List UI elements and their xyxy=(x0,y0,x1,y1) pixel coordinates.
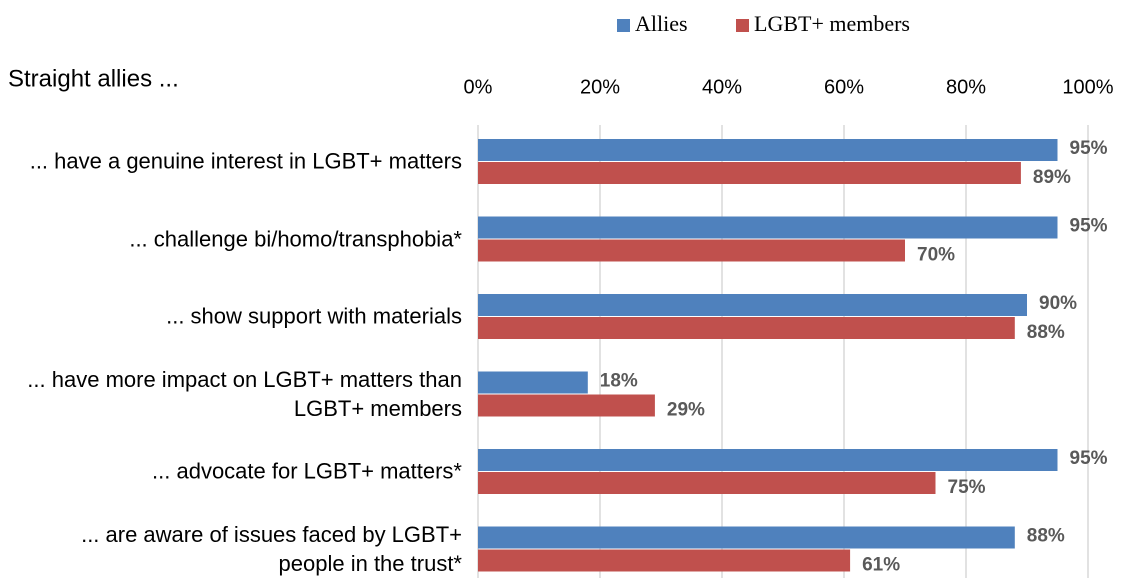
value-label: 75% xyxy=(948,477,986,498)
value-label: 88% xyxy=(1027,526,1065,547)
x-tick-label: 0% xyxy=(464,76,493,98)
bar xyxy=(478,526,1015,549)
bar xyxy=(478,162,1021,184)
bar xyxy=(478,472,936,494)
legend-swatch xyxy=(736,19,749,32)
category-label: ... show support with materials xyxy=(166,303,462,329)
bar xyxy=(478,294,1027,316)
bar xyxy=(478,371,588,394)
category-label: ... challenge bi/homo/transphobia* xyxy=(129,226,462,251)
value-label: 18% xyxy=(600,371,638,392)
bar xyxy=(478,139,1058,161)
legend-label: Allies xyxy=(635,11,688,36)
legend-label: LGBT+ members xyxy=(754,11,910,36)
x-tick-label: 100% xyxy=(1062,76,1113,98)
value-label: 95% xyxy=(1070,448,1108,469)
value-label: 89% xyxy=(1033,167,1071,188)
y-label: Straight allies ... xyxy=(8,65,179,92)
value-label: 95% xyxy=(1070,138,1108,159)
bar xyxy=(478,317,1015,339)
bar xyxy=(478,549,851,572)
x-tick-label: 80% xyxy=(946,76,986,98)
value-label: 95% xyxy=(1070,216,1108,237)
value-label: 90% xyxy=(1039,293,1077,314)
category-label: ... have more impact on LGBT+ matters th… xyxy=(27,366,462,421)
category-label: ... are aware of issues faced by LGBT+ p… xyxy=(81,521,462,576)
bar xyxy=(478,394,655,417)
x-tick-label: 40% xyxy=(702,76,742,98)
value-label: 88% xyxy=(1027,322,1065,343)
value-label: 61% xyxy=(862,555,900,576)
bar xyxy=(478,239,905,262)
x-tick-label: 60% xyxy=(824,76,864,98)
x-tick-label: 20% xyxy=(580,76,620,98)
value-label: 29% xyxy=(667,400,705,421)
category-label: ... have a genuine interest in LGBT+ mat… xyxy=(29,148,462,174)
legend-swatch xyxy=(617,19,630,32)
category-label: ... advocate for LGBT+ matters* xyxy=(152,458,462,484)
bar xyxy=(478,216,1058,239)
bar xyxy=(478,449,1058,471)
value-label: 70% xyxy=(917,245,955,266)
